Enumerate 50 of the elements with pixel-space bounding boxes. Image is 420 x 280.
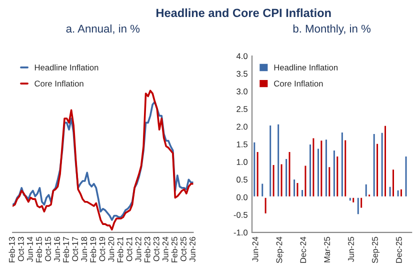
x-tick-label: Feb-23 (144, 236, 150, 262)
x-tick-label: Sep-24 (276, 236, 284, 264)
x-tick-label: Feb-15 (36, 236, 42, 262)
x-tick-label: Mar-25 (324, 236, 330, 262)
y-tick-label: 1.5 (236, 141, 248, 148)
legend-label: Headline Inflation (274, 64, 338, 70)
y-tick-label: 2.0 (236, 124, 248, 130)
x-tick-label: Oct-19 (99, 236, 106, 262)
x-tick-label: Jun-24 (252, 236, 258, 262)
x-tick-label: Oct-13 (18, 236, 24, 262)
x-tick-label: Jun-16 (54, 236, 60, 262)
x-tick-label: Jun-22 (135, 236, 142, 262)
x-tick-label: Feb-13 (8, 236, 15, 262)
chart-subtitle: b. Monthly, in % (293, 24, 371, 35)
x-tick-label: Jun-24 (162, 236, 168, 262)
bar (311, 136, 316, 198)
x-tick-label: Sep-25 (372, 236, 380, 264)
bar (391, 168, 396, 198)
x-tick-label: Oct-17 (72, 236, 78, 262)
x-tick-label: Oct-15 (45, 236, 51, 262)
chart-subtitle: a. Annual, in % (66, 24, 140, 34)
y-tick-label: 0.5 (236, 176, 248, 183)
text: Headline and Core CPI Inflation (156, 8, 331, 18)
x-tick-label: Dec-25 (396, 236, 402, 263)
y-tick-label: 2.5 (236, 106, 248, 112)
x-tick-label: Jun-20 (108, 236, 114, 262)
x-tick-label: Oct-23 (153, 236, 160, 262)
x-tick-label: Jun-26 (190, 236, 196, 262)
y-tick-label: 1.0 (236, 159, 248, 165)
y-tick-label: -0.5 (234, 212, 248, 218)
x-tick-label: Dec-24 (300, 236, 306, 263)
bar (295, 182, 300, 198)
x-tick-label: Feb-19 (90, 236, 96, 262)
x-tick-label: Oct-21 (126, 236, 132, 262)
legend-label: Core Inflation (274, 80, 323, 87)
x-tick-label: Oct-25 (180, 236, 186, 262)
legend-label: Core Inflation (34, 80, 84, 87)
legend-label: Headline Inflation (34, 64, 98, 70)
y-tick-label: 0.0 (236, 194, 248, 200)
x-tick-label: Jun-25 (348, 236, 354, 262)
y-tick-label: -1.0 (234, 230, 248, 236)
x-tick-label: Feb-25 (171, 236, 178, 262)
bar (383, 124, 388, 198)
x-tick-label: Feb-17 (62, 236, 70, 262)
x-tick-label: Feb-21 (117, 236, 124, 262)
y-tick-label: 4.0 (236, 53, 248, 60)
y-tick-label: 3.5 (236, 70, 248, 77)
x-tick-label: Jun-14 (27, 236, 33, 262)
x-tick-label: Jun-18 (81, 236, 88, 262)
y-tick-label: 3.0 (236, 88, 248, 94)
